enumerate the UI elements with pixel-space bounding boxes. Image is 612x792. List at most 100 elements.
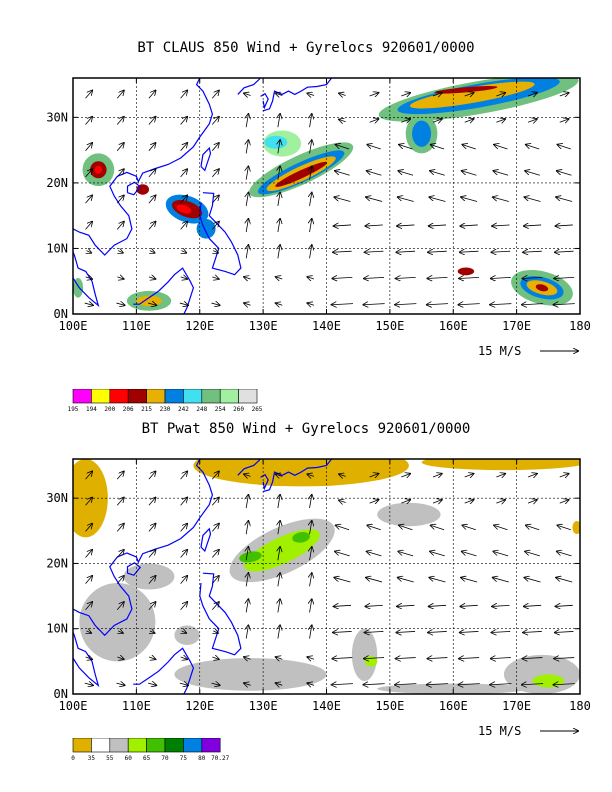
wind-vector	[429, 605, 447, 606]
wind-vector	[84, 683, 93, 685]
wind-vector	[364, 658, 385, 659]
shaded-region	[535, 284, 549, 292]
wind-vector	[276, 303, 283, 305]
wind-vector	[396, 631, 416, 632]
wind-vector	[525, 171, 540, 176]
y-tick-label: 30N	[46, 110, 68, 124]
wind-vector	[307, 93, 315, 95]
wind-vector	[148, 143, 156, 151]
wind-vector	[244, 657, 251, 659]
wind-vector	[367, 525, 381, 531]
wind-vector	[211, 143, 219, 151]
colorbar-label: 248	[196, 406, 207, 413]
wind-vector	[496, 93, 505, 96]
x-tick-label: 160E	[439, 699, 468, 713]
wind-vector	[278, 219, 280, 233]
wind-vector	[559, 119, 569, 122]
x-tick-label: 180	[569, 319, 591, 333]
wind-vector	[246, 521, 248, 535]
shaded-region	[94, 165, 103, 174]
wind-vector	[493, 551, 509, 557]
top-colorbar: 195 194 200 206 215 230 242 248 254 260 265	[68, 389, 263, 413]
wind-vector	[365, 251, 384, 252]
colorbar-swatch	[238, 389, 258, 404]
x-tick-label: 160E	[439, 319, 468, 333]
colorbar-label: 230	[160, 406, 171, 413]
colorbar-label: 254	[215, 406, 226, 413]
wind-vector	[211, 524, 219, 532]
wind-vector	[116, 576, 124, 584]
shaded-region	[292, 531, 310, 543]
wind-vector	[310, 547, 312, 561]
wind-vector	[335, 171, 350, 176]
colorbar-swatch	[109, 738, 129, 753]
wind-vector	[554, 658, 575, 659]
coastline	[73, 635, 74, 668]
wind-vector	[180, 471, 188, 480]
wind-vector	[493, 197, 509, 202]
shaded-region	[457, 267, 475, 276]
wind-vector	[492, 605, 510, 606]
wind-vector	[462, 525, 476, 531]
wind-vector	[555, 225, 573, 226]
colorbar-swatch	[91, 738, 111, 753]
y-tick-label: 20N	[46, 176, 68, 190]
wind-vector	[363, 304, 385, 305]
colorbar-label: 80	[198, 755, 206, 762]
wind-vector	[555, 631, 574, 632]
colorbar-swatch	[127, 738, 147, 753]
wind-vector	[278, 193, 280, 206]
wind-vector	[332, 684, 354, 685]
wind-vector	[182, 631, 187, 633]
x-tick-label: 140E	[312, 699, 341, 713]
wind-vector	[148, 550, 156, 558]
wind-vector	[491, 251, 511, 252]
wind-vector	[367, 551, 382, 557]
wind-vector	[180, 143, 188, 151]
wind-vector	[85, 277, 92, 279]
x-tick-label: 180	[569, 699, 591, 713]
wind-vector	[491, 658, 511, 659]
wind-vector	[401, 474, 410, 477]
wind-vector	[557, 171, 572, 176]
wind-vector	[211, 683, 220, 685]
wind-vector	[148, 169, 156, 178]
wind-vector	[310, 625, 312, 639]
wind-vector	[363, 684, 385, 685]
wind-vector	[461, 197, 478, 202]
wind-vector	[397, 225, 415, 226]
wind-vector	[396, 277, 416, 278]
shaded-region	[196, 218, 216, 239]
wind-vector	[464, 474, 474, 477]
wind-vector	[150, 631, 155, 633]
wind-vector	[464, 93, 474, 96]
wind-vector	[148, 303, 156, 305]
wind-vector	[148, 471, 156, 480]
wind-vector	[212, 657, 218, 659]
wind-vector	[554, 684, 575, 685]
wind-vector	[554, 304, 575, 305]
wind-vector	[427, 658, 448, 659]
colorbar-swatch	[201, 738, 221, 753]
colorbar-label: 265	[252, 406, 263, 413]
shaded-region	[193, 459, 409, 487]
wind-vector	[460, 225, 478, 226]
wind-vector	[213, 631, 218, 633]
coastline	[73, 459, 214, 688]
wind-vector	[527, 119, 537, 122]
wind-vector	[244, 277, 251, 279]
x-tick-label: 130E	[249, 319, 278, 333]
x-tick-label: 110E	[122, 319, 151, 333]
wind-vector	[556, 578, 573, 583]
wind-vector	[246, 245, 248, 259]
wind-vector	[211, 471, 219, 480]
wind-vector	[524, 197, 541, 202]
wind-vector	[84, 303, 93, 305]
wind-vector	[460, 605, 478, 606]
x-tick-label: 150E	[375, 699, 404, 713]
coastline	[260, 473, 269, 491]
shaded-region	[532, 674, 565, 688]
wind-vector	[310, 573, 312, 587]
colorbar-label: 260	[233, 406, 244, 413]
wind-vector	[427, 304, 449, 305]
